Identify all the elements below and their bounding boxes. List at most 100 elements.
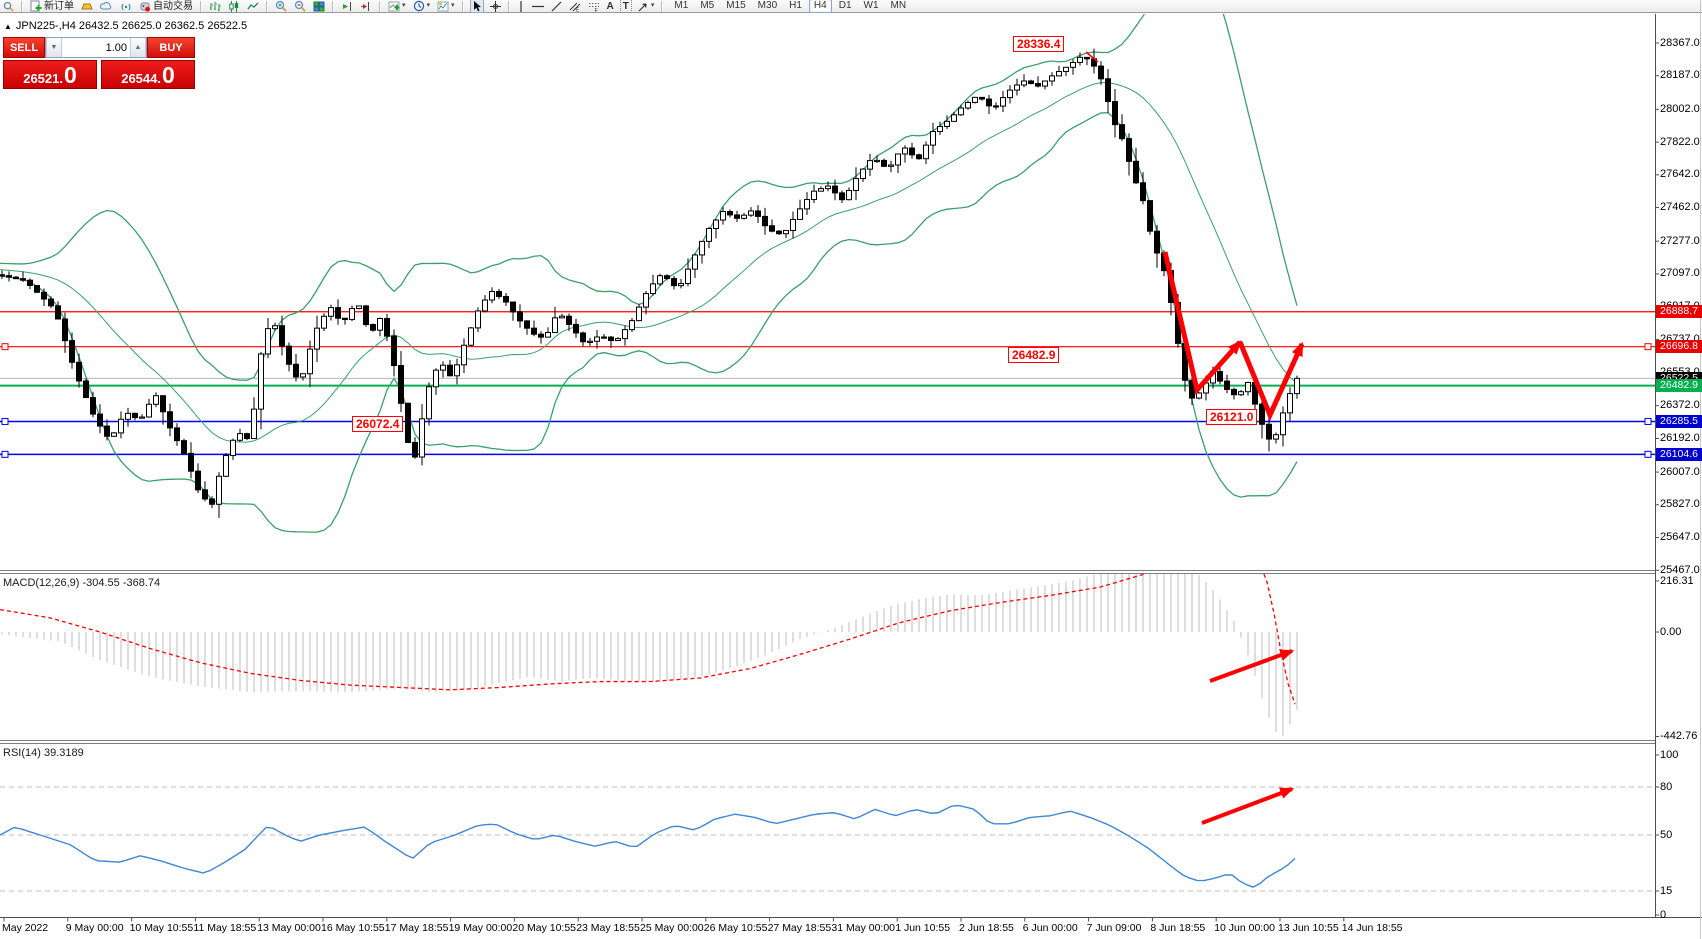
tab-timeframe-w1[interactable]: W1	[863, 0, 879, 11]
horizontal-line-tool-button[interactable]	[531, 0, 545, 12]
tab-timeframe-h1[interactable]: H1	[789, 0, 802, 11]
signal-icon	[121, 3, 131, 10]
buy-price: 26544.	[121, 71, 161, 86]
auto-trading-button[interactable]: 自动交易	[138, 0, 194, 12]
toolbar-separator	[507, 0, 510, 12]
tile-windows-button[interactable]	[312, 0, 326, 12]
fibonacci-icon: F	[588, 2, 599, 12]
new-order-icon	[30, 0, 42, 12]
sell-button[interactable]: SELL	[3, 37, 45, 58]
toolbar-separator	[661, 0, 664, 12]
one-click-trading-panel: SELL ▼ 1.00 ▲ BUY 26521. 0 26544. 0	[3, 37, 195, 89]
market-watch-button[interactable]	[80, 0, 94, 12]
text-tool-button[interactable]: A	[606, 0, 615, 12]
channel-icon: E	[569, 2, 580, 12]
template-icon	[437, 1, 449, 11]
tab-timeframe-h4[interactable]: H4	[808, 0, 832, 13]
trendline-tool-button[interactable]	[550, 0, 563, 12]
indicators-button[interactable]: ▾	[387, 0, 407, 12]
volume-decrease-button[interactable]: ▼	[46, 38, 62, 57]
search-button[interactable]	[2, 0, 15, 12]
time-axis[interactable]	[0, 918, 1702, 939]
arrow-shape-icon	[638, 2, 647, 11]
periods-dropdown-icon: ▾	[426, 2, 431, 9]
auto-scroll-button[interactable]	[340, 0, 354, 12]
new-order-button[interactable]: 新订单	[29, 0, 75, 12]
svg-text:E: E	[576, 7, 580, 12]
arrows-tool-button[interactable]: ▾	[637, 0, 656, 12]
cloud-icon	[100, 1, 112, 9]
tile-windows-icon	[313, 1, 325, 11]
text-tool-icon: A	[606, 0, 614, 12]
toolbar-separator	[461, 0, 464, 12]
auto-scroll-icon	[343, 1, 351, 11]
toolbar-separator	[21, 0, 23, 12]
chart-ohlc-title: ▲ JPN225-,H4 26432.5 26625.0 26362.5 265…	[4, 20, 247, 32]
equidistant-channel-tool-button[interactable]: E	[568, 0, 582, 12]
sell-price-pip: 0	[63, 62, 77, 88]
auto-trading-label: 自动交易	[153, 0, 193, 12]
chart-shift-button[interactable]	[359, 0, 373, 12]
signal-button[interactable]	[119, 0, 133, 12]
tab-timeframe-d1[interactable]: D1	[838, 0, 852, 11]
cursor-icon	[473, 0, 481, 11]
toolbar-separator	[266, 0, 268, 12]
candlestick-mode-button[interactable]	[227, 0, 241, 12]
text-label-icon: T	[622, 0, 629, 12]
zoom-out-button[interactable]	[293, 0, 307, 12]
trendline-icon	[551, 1, 561, 11]
volume-increase-button[interactable]: ▲	[130, 38, 146, 57]
line-chart-mode-button[interactable]	[246, 0, 260, 12]
chart-shift-icon	[361, 1, 369, 11]
zoom-in-button[interactable]	[274, 0, 288, 12]
buy-price-pip: 0	[161, 62, 175, 88]
toolbar-separator	[332, 0, 334, 12]
sell-price-button[interactable]: 26521. 0	[3, 60, 97, 89]
volume-input[interactable]: 1.00	[105, 41, 127, 54]
tab-timeframe-m30[interactable]: M30	[757, 0, 778, 11]
indicators-dropdown-icon: ▾	[402, 2, 406, 9]
timeframe-toolbar: M1 M5 M15 M30 H1 H4 D1 W1 MN	[669, 0, 911, 13]
templates-button[interactable]: ▾	[436, 0, 456, 12]
bar-chart-mode-button[interactable]	[208, 0, 222, 12]
chart-title-text: JPN225-,H4 26432.5 26625.0 26362.5 26522…	[15, 20, 248, 32]
arrows-dropdown-icon: ▾	[650, 2, 655, 9]
vertical-line-tool-button[interactable]	[516, 0, 526, 12]
tab-timeframe-mn[interactable]: MN	[890, 0, 907, 11]
tab-timeframe-m15[interactable]: M15	[726, 0, 746, 11]
vertical-line-icon	[519, 0, 522, 12]
candlestick-icon	[229, 0, 239, 12]
toolbar-separator	[200, 0, 202, 12]
search-icon	[3, 1, 14, 12]
buy-button[interactable]: BUY	[147, 37, 195, 58]
zoom-out-icon	[294, 0, 306, 12]
new-order-label: 新订单	[44, 0, 74, 12]
macd-label: MACD(12,26,9) -304.55 -368.74	[3, 577, 161, 589]
sell-price: 26521.	[23, 71, 63, 86]
clock-icon	[413, 0, 424, 12]
robot-icon	[140, 2, 150, 12]
price-axis[interactable]	[1656, 14, 1702, 917]
gold-icon	[81, 3, 93, 9]
horizontal-line-icon	[531, 5, 544, 7]
tab-timeframe-m1[interactable]: M1	[674, 0, 689, 11]
cursor-tool-button[interactable]	[469, 0, 484, 13]
text-label-tool-button[interactable]: T	[619, 0, 632, 13]
line-chart-icon	[247, 2, 259, 9]
crosshair-icon	[489, 0, 501, 12]
top-toolbar: 新订单 自动交易	[0, 0, 1702, 13]
periods-button[interactable]: ▾	[412, 0, 432, 12]
cloud-button[interactable]	[99, 0, 114, 12]
fibonacci-tool-button[interactable]: F	[587, 0, 601, 12]
bar-chart-icon	[210, 1, 221, 11]
indicators-icon	[388, 1, 400, 11]
zoom-in-icon	[275, 0, 287, 12]
toolbar-separator	[379, 0, 381, 12]
collapse-arrow-icon[interactable]: ▲	[4, 21, 12, 31]
crosshair-tool-button[interactable]	[489, 0, 502, 12]
svg-text:F: F	[594, 7, 598, 11]
tab-timeframe-m5[interactable]: M5	[700, 0, 715, 11]
buy-price-button[interactable]: 26544. 0	[101, 60, 195, 89]
